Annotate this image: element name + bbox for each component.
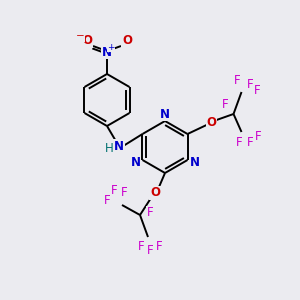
Text: O: O: [206, 116, 217, 128]
Text: F: F: [236, 136, 243, 148]
Text: F: F: [104, 194, 110, 206]
Text: N: N: [130, 157, 140, 169]
Text: F: F: [247, 136, 254, 148]
Text: N: N: [190, 157, 200, 169]
Text: F: F: [156, 241, 162, 254]
Text: −: −: [76, 31, 84, 41]
Text: F: F: [234, 74, 241, 88]
Text: N: N: [102, 46, 112, 59]
Text: O: O: [122, 34, 132, 47]
Text: O: O: [150, 187, 160, 200]
Text: F: F: [111, 184, 117, 197]
Text: N: N: [114, 140, 124, 152]
Text: F: F: [255, 130, 262, 143]
Text: +: +: [107, 43, 115, 52]
Text: F: F: [138, 241, 144, 254]
Text: F: F: [254, 83, 261, 97]
Text: F: F: [247, 77, 254, 91]
Text: F: F: [147, 244, 153, 257]
Text: F: F: [121, 187, 127, 200]
Text: F: F: [147, 206, 153, 220]
Text: F: F: [222, 98, 229, 110]
Text: N: N: [160, 107, 170, 121]
Text: O: O: [82, 34, 92, 47]
Text: H: H: [105, 142, 113, 154]
